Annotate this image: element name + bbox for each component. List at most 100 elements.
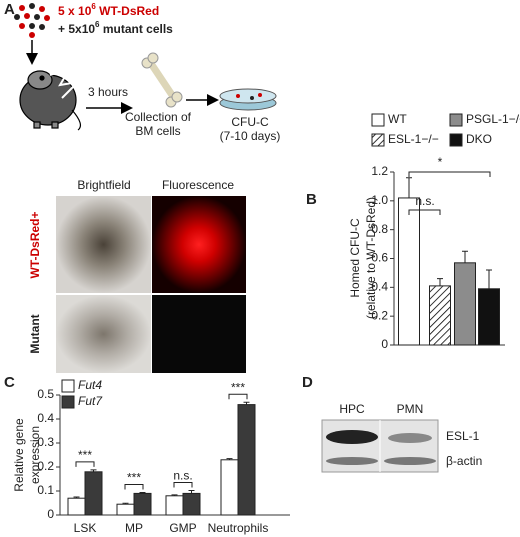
cells — [14, 3, 50, 38]
bracket — [124, 483, 144, 490]
annotation: * — [438, 155, 443, 169]
y-tick-label: 0.8 — [371, 222, 388, 236]
dish — [219, 88, 277, 111]
x-tick-label: Neutrophils — [208, 521, 269, 535]
panel-label: C — [4, 374, 15, 391]
y-tick-label: 0 — [47, 507, 54, 521]
bar — [165, 495, 184, 516]
t: 5 x 10 — [58, 4, 92, 18]
cfu: (7-10 days) — [220, 129, 281, 143]
mouse — [19, 66, 82, 131]
x-tick-label: MP — [125, 521, 143, 535]
legend-label: Fut4 — [78, 378, 102, 392]
dose-mut: + 5x106 mutant cells — [58, 20, 173, 36]
y-tick-label: 0.4 — [37, 411, 54, 425]
bar — [237, 404, 256, 516]
blot — [321, 419, 439, 473]
y-tick-label: 0.2 — [371, 308, 388, 322]
bar — [454, 262, 476, 346]
y-axis-label: Homed CFU-C — [348, 218, 362, 298]
panel-label: A — [4, 1, 15, 18]
y-tick-label: 0.2 — [37, 459, 54, 473]
time: 3 hours — [88, 85, 128, 99]
error-bar — [462, 250, 468, 263]
error-bar — [406, 177, 412, 198]
y-tick-label: 0.5 — [37, 387, 54, 401]
error-bar — [171, 494, 178, 496]
band-label: ESL-1 — [446, 429, 480, 443]
error-bar — [486, 269, 492, 289]
y-tick-label: 0.3 — [37, 435, 54, 449]
annotation: *** — [78, 448, 92, 462]
lane-label: HPC — [339, 402, 365, 416]
error-bar — [226, 458, 233, 460]
t: 6 — [91, 2, 96, 11]
bar — [182, 492, 201, 516]
bar — [220, 459, 239, 516]
band-label: β-actin — [446, 454, 482, 468]
error-bar — [122, 502, 129, 505]
dose-wt: 5 x 106 WT-DsRed — [58, 2, 159, 18]
collect: Collection of — [125, 110, 192, 124]
error-bar — [90, 469, 97, 472]
annotation: n.s. — [173, 469, 192, 483]
legend-swatch — [371, 133, 385, 147]
legend-swatch — [61, 395, 75, 409]
legend-label: Fut7 — [78, 394, 103, 408]
legend-swatch — [61, 379, 75, 393]
column-label: Brightfield — [77, 178, 130, 192]
error-bar — [437, 278, 443, 286]
x-tick-label: LSK — [74, 521, 97, 535]
collect: BM cells — [135, 124, 180, 138]
t: mutant cells — [100, 22, 174, 36]
annotation: n.s. — [415, 194, 434, 208]
error-bar — [73, 496, 80, 499]
y-tick-label: 0 — [381, 337, 388, 351]
panel-label: D — [302, 374, 313, 391]
y-axis-label: Relative gene — [12, 418, 26, 492]
y-tick-label: 1.2 — [371, 164, 388, 178]
t: WT-DsRed — [96, 4, 159, 18]
legend-label: DKO — [466, 132, 492, 146]
legend-swatch — [371, 113, 385, 127]
column-label: Fluorescence — [162, 178, 234, 192]
bar — [67, 497, 86, 516]
bar — [398, 197, 420, 346]
t: + 5x10 — [58, 22, 95, 36]
bar — [478, 288, 500, 346]
bone — [141, 52, 183, 108]
bracket — [408, 209, 441, 215]
bracket — [173, 482, 193, 488]
error-bar — [243, 401, 250, 405]
bar — [429, 285, 451, 346]
legend-label: ESL-1−/− — [388, 132, 439, 146]
lane-label: PMN — [397, 402, 424, 416]
error-bar — [188, 490, 195, 494]
bar — [133, 492, 152, 516]
y-tick-label: 0.6 — [371, 251, 388, 265]
x-tick-label: GMP — [169, 521, 196, 535]
annotation: *** — [231, 380, 245, 394]
legend-label: WT — [388, 112, 407, 126]
t: 6 — [95, 20, 100, 29]
y-tick-label: 0.4 — [371, 280, 388, 294]
micrographs — [56, 196, 246, 373]
annotation: *** — [127, 471, 141, 485]
legend-label: PSGL-1−/− — [466, 112, 520, 126]
y-axis-label: (relative to WT-DsRed) — [364, 197, 378, 319]
cfu: CFU-C — [231, 115, 269, 129]
legend-swatch — [449, 133, 463, 147]
panel-label: B — [306, 191, 317, 208]
y-axis-label: expression — [28, 426, 42, 484]
legend-swatch — [449, 113, 463, 127]
bracket — [408, 171, 491, 177]
bar — [116, 503, 135, 516]
bracket — [75, 461, 95, 467]
bracket — [228, 393, 248, 400]
y-tick-label: 0.1 — [37, 483, 54, 497]
row-label: Mutant — [28, 314, 42, 353]
y-tick-label: 1.0 — [371, 193, 388, 207]
row-label: WT-DsRed+ — [28, 211, 42, 278]
bar — [84, 471, 103, 516]
